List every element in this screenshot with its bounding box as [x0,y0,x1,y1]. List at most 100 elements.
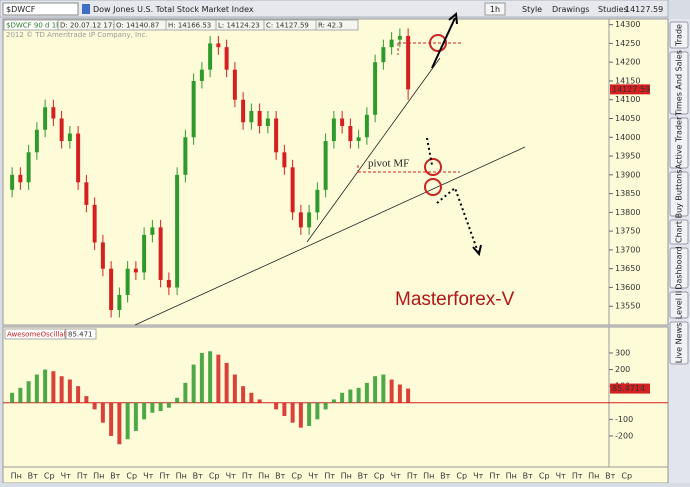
y-tick-label: 13900 [615,170,640,179]
candle-body [216,43,221,48]
side-tab-label[interactable]: Chart [675,221,684,243]
candle-body [100,242,105,269]
index-icon [82,4,90,14]
side-tab[interactable] [669,51,689,115]
x-tick-label: Ср [621,472,632,481]
x-tick-label: Вт [28,472,38,481]
x-tick-label: Вт [605,472,615,481]
x-tick-label: Пн [341,472,352,481]
x-tick-label: Чт [391,472,401,481]
side-tab-label[interactable]: Live News [675,323,684,364]
side-tab-label[interactable]: Dashboard [675,246,684,289]
study-value: 85.471 [68,331,93,339]
candle-body [298,212,303,228]
histogram-bar [158,402,163,412]
candle-body [406,35,411,90]
candle-body [356,137,361,142]
interval[interactable]: 1h [490,5,500,14]
info-bar: $DWCF 90 d 1h D: 20.07.12 17:00O: 14140.8… [3,19,359,31]
side-tab[interactable] [669,21,689,49]
histogram-bar [191,364,196,403]
last-price: 14127.59 [625,5,663,14]
histogram-bar [76,386,81,403]
y-tick-label: 13650 [615,264,640,273]
candle-body [340,118,345,127]
histogram-bar [397,384,402,403]
study-title: AwesomeOscillator [7,331,74,339]
x-tick-label: Ср [456,472,467,481]
histogram-bar [348,389,353,403]
histogram-bar [323,402,328,410]
info-text: O: 14140.87 [116,22,159,30]
y-tick-label: 14200 [615,58,640,67]
histogram-bar [290,402,295,423]
candle-body [290,167,295,213]
y-tick-label: 14000 [615,133,640,142]
candle-body [397,35,402,40]
trend-line [134,146,526,326]
side-tab[interactable] [669,321,689,365]
arrow-head [448,11,458,25]
y-tick-label: 13750 [615,227,640,236]
annotation: pivot MF [368,158,409,170]
side-tab-label[interactable]: Times And Sales [675,50,684,117]
candle-body [315,189,320,213]
y-tick-label: 300 [615,348,630,357]
info-text: H: 14166.53 [168,22,211,30]
button[interactable]: Studies [598,5,628,14]
side-tab[interactable] [669,171,689,217]
button[interactable]: Style [522,5,542,14]
side-tab-label[interactable]: Active Trader [675,116,684,169]
histogram-bar [26,381,31,403]
button[interactable]: Drawings [552,5,589,14]
histogram-bar [216,354,221,403]
histogram-bar [34,374,39,403]
candle-body [150,227,155,235]
histogram-bar [356,387,361,403]
candle-body [282,152,287,168]
side-tab[interactable] [669,117,689,169]
side-tab-label[interactable]: Buy Buttons [675,170,684,219]
y-tick-label: 200 [615,365,630,374]
candle-body [59,118,64,142]
x-tick-label: Пт [159,472,170,481]
drawings [134,11,526,326]
side-tab-label[interactable]: Level II [675,291,684,319]
candle-body [10,174,15,190]
side-tab[interactable] [669,291,689,319]
candle-body [158,227,163,280]
y-tick-label: 14250 [615,39,640,48]
x-tick-label: Пт [77,472,88,481]
arrow-head [472,244,482,257]
histogram-bar [381,374,386,403]
side-tab[interactable] [669,247,689,289]
histogram-bar [92,402,97,410]
x-tick-label: Ср [44,472,55,481]
x-tick-label: Вт [110,472,120,481]
y-tick-label: 14050 [615,114,640,123]
interval-box[interactable] [484,2,506,16]
side-tab-label[interactable]: Trade [675,24,684,47]
trend-line [306,57,441,243]
histogram-bar [340,392,345,403]
study-axis [608,326,669,468]
info-text: $DWCF 90 d 1h [6,22,61,30]
candle-body [199,69,204,81]
histogram-bar [257,399,262,403]
info-text: C: 14127.59 [266,22,309,30]
symbol[interactable]: $DWCF [6,5,36,14]
x-tick-label: Пт [407,472,418,481]
x-tick-label: Чт [226,472,236,481]
histogram-bar [100,402,105,423]
candle-body [348,126,353,142]
histogram-bar [199,352,204,403]
y-tick-label: 14300 [615,20,640,29]
candle-body [125,268,130,295]
symbol-box[interactable] [2,2,79,16]
info-text: R: 42.3 [318,22,343,30]
side-tab[interactable] [669,219,689,245]
candle-body [274,118,279,153]
candle-body [34,129,39,153]
candle-body [224,47,229,70]
info-cell [315,19,359,31]
